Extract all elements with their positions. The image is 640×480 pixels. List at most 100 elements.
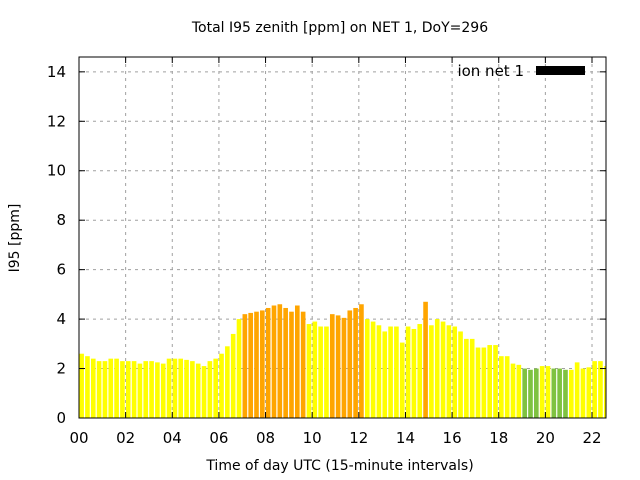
x-axis-label: Time of day UTC (15-minute intervals) [205, 458, 473, 474]
plot-frame [78, 56, 607, 419]
bar [493, 345, 498, 418]
bar [213, 358, 219, 418]
bar [440, 321, 446, 418]
bar [201, 366, 207, 418]
bar [353, 307, 358, 418]
bar [446, 325, 452, 418]
x-tick-label: 12 [349, 429, 368, 447]
bar [417, 324, 423, 418]
chart-title: Total I95 zenith [ppm] on NET 1, DoY=296 [191, 20, 488, 36]
bar [598, 361, 603, 418]
bar [580, 368, 586, 418]
bar [108, 358, 114, 418]
x-tick-labels: 00 02 04 06 08 10 12 14 16 18 20 22 [69, 429, 601, 447]
bar [114, 358, 119, 418]
bar [551, 368, 557, 418]
bar [370, 321, 376, 418]
bar [545, 366, 551, 418]
bar [510, 363, 516, 418]
bar [283, 307, 288, 418]
x-tick-label: 00 [69, 429, 88, 447]
x-tick-label: 14 [396, 429, 415, 447]
bar [96, 361, 102, 418]
bar [376, 325, 382, 418]
x-tick-label: 02 [116, 429, 135, 447]
bar [382, 331, 388, 418]
bar [481, 347, 487, 418]
y-tick-label: 0 [56, 409, 66, 427]
y-axis-label: I95 [ppm] [7, 204, 23, 273]
bar [248, 312, 253, 418]
bar [90, 358, 96, 418]
bar [277, 304, 283, 418]
bar [236, 319, 242, 418]
bar [184, 359, 189, 418]
y-tick-label: 2 [56, 360, 66, 378]
bars [79, 301, 607, 418]
bar [388, 326, 393, 418]
bar [166, 358, 172, 418]
bar [120, 361, 125, 418]
bar [178, 358, 184, 418]
bar [207, 361, 213, 418]
bar [219, 353, 224, 418]
bar [85, 356, 90, 418]
bar [155, 362, 160, 418]
bar [347, 310, 353, 418]
bar [102, 361, 108, 418]
bar [394, 326, 399, 418]
x-tick-label: 08 [256, 429, 275, 447]
legend: ion net 1 [457, 62, 585, 80]
bar [574, 362, 580, 418]
bar [516, 364, 522, 418]
bar [499, 356, 504, 418]
bar [79, 353, 84, 418]
bar [434, 319, 440, 418]
bar [568, 369, 574, 418]
bar [242, 314, 248, 418]
bar [137, 363, 143, 418]
bar [359, 304, 364, 418]
bar [172, 358, 178, 418]
bar [143, 361, 149, 418]
bar [160, 363, 166, 418]
bar [271, 305, 277, 418]
bar [504, 356, 510, 418]
bar [528, 369, 533, 418]
y-tick-label: 6 [56, 261, 66, 279]
x-tick-label: 20 [536, 429, 555, 447]
bar [131, 361, 137, 418]
bar [405, 326, 411, 418]
bar [469, 338, 475, 418]
bar [534, 368, 539, 418]
bar [557, 368, 562, 418]
ticks [78, 57, 606, 419]
bar [586, 367, 592, 418]
bar [464, 338, 469, 418]
y-tick-label: 14 [47, 63, 66, 81]
y-tick-label: 12 [47, 112, 66, 130]
bar [563, 369, 568, 418]
bar [125, 361, 131, 418]
y-tick-label: 4 [56, 310, 66, 328]
bar [149, 361, 154, 418]
x-tick-label: 22 [582, 429, 601, 447]
y-tick-label: 8 [56, 211, 66, 229]
x-tick-label: 16 [443, 429, 462, 447]
bar [364, 319, 370, 418]
bar [190, 361, 195, 418]
bar [475, 347, 481, 418]
bar [539, 366, 545, 418]
bar [329, 314, 335, 418]
bar [603, 366, 607, 418]
bar [230, 333, 236, 418]
legend-label: ion net 1 [457, 62, 524, 80]
bar [294, 305, 300, 418]
bar [324, 326, 329, 418]
bar [592, 361, 597, 418]
bar [487, 345, 493, 418]
x-tick-label: 10 [303, 429, 322, 447]
legend-swatch [536, 66, 585, 75]
bar [429, 325, 434, 418]
bar [522, 368, 527, 418]
